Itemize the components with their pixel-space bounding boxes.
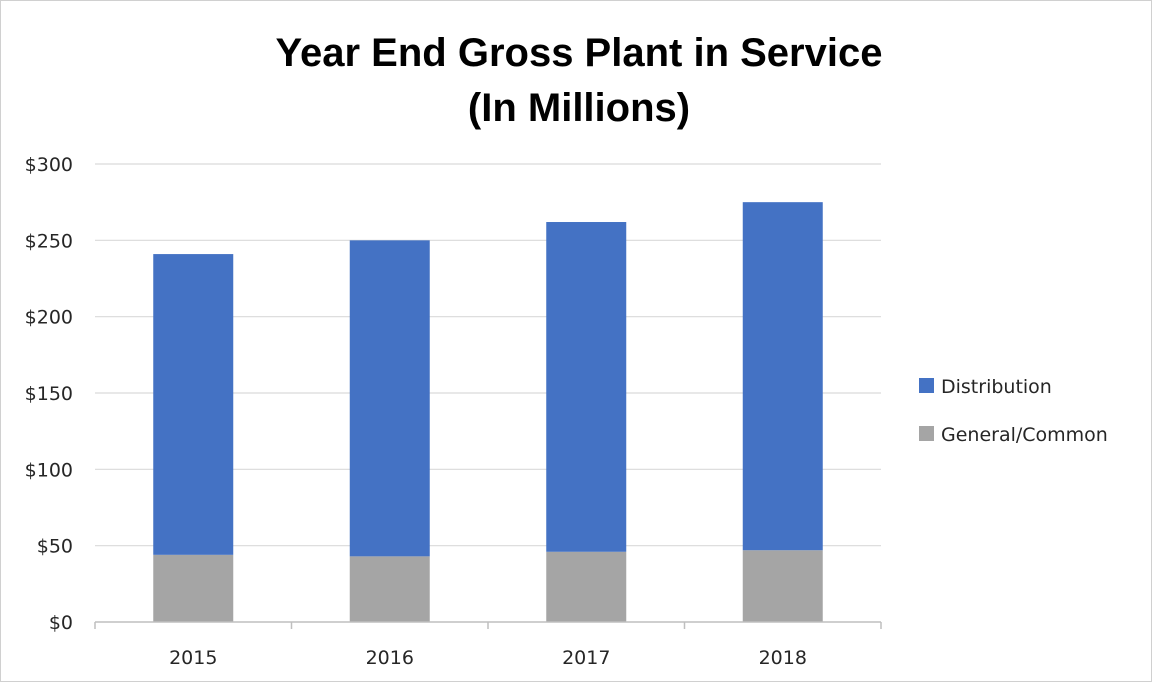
bars	[153, 202, 823, 622]
bar-general-common-2016	[349, 556, 430, 622]
legend-label-general-common: General/Common	[941, 424, 1108, 446]
legend-swatch-general-common	[919, 426, 934, 441]
bar-distribution-2018	[742, 202, 823, 551]
legend-swatch-distribution	[919, 378, 934, 393]
x-tick-label: 2018	[759, 647, 807, 669]
y-tick-label: $100	[25, 459, 73, 481]
chart-title: Year End Gross Plant in Service	[276, 31, 883, 75]
x-axis-ticks: 2015 2016 2017 2018	[169, 647, 807, 669]
x-tick-label: 2017	[562, 647, 610, 669]
chart-subtitle: (In Millions)	[468, 86, 690, 130]
legend-label-distribution: Distribution	[941, 376, 1052, 398]
legend: Distribution General/Common	[919, 376, 1108, 446]
bar-distribution-2017	[546, 222, 627, 552]
bar-distribution-2015	[153, 254, 234, 555]
y-tick-label: $200	[25, 307, 73, 329]
x-axis	[94, 621, 882, 629]
y-tick-label: $0	[49, 612, 73, 634]
y-tick-label: $250	[25, 230, 73, 252]
bar-general-common-2015	[153, 554, 234, 622]
x-tick-label: 2016	[366, 647, 414, 669]
y-tick-label: $150	[25, 383, 73, 405]
x-tick-label: 2015	[169, 647, 217, 669]
y-axis-ticks: $0 $50 $100 $150 $200 $250 $300	[25, 154, 73, 634]
y-tick-label: $300	[25, 154, 73, 176]
bar-general-common-2018	[742, 550, 823, 622]
bar-general-common-2017	[546, 551, 627, 622]
y-tick-label: $50	[37, 536, 73, 558]
bar-distribution-2016	[349, 240, 430, 557]
